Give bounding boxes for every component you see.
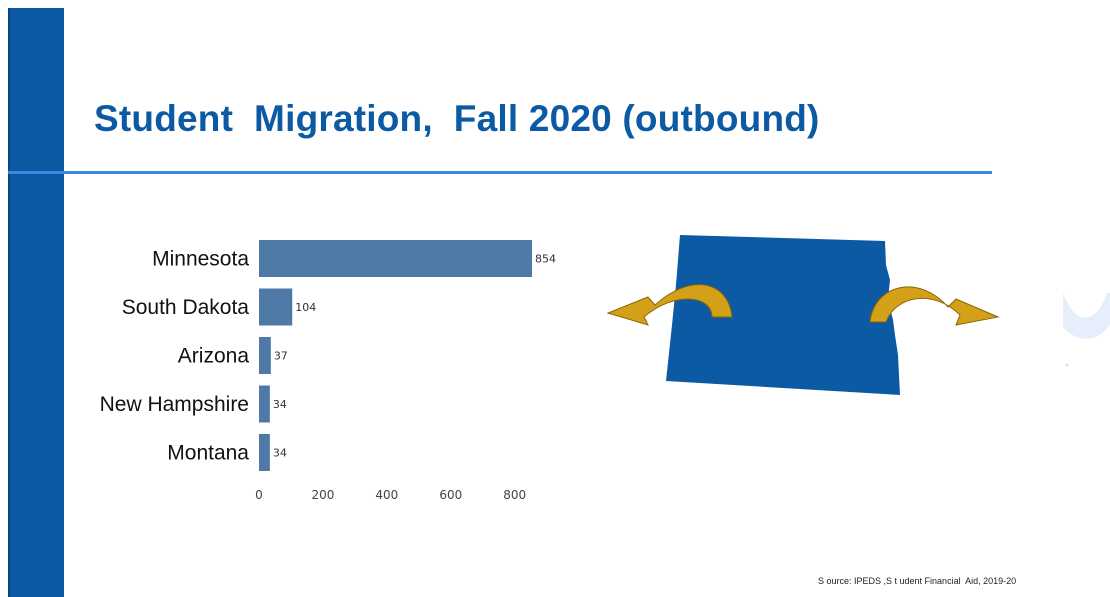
value-label: 104 — [295, 301, 316, 314]
decorative-shape — [1063, 293, 1110, 367]
category-label: Minnesota — [152, 248, 249, 271]
bar-south-dakota — [259, 288, 293, 326]
value-label: 854 — [535, 253, 556, 266]
state-shape — [666, 235, 900, 395]
category-label: South Dakota — [122, 296, 250, 319]
x-tick-label: 600 — [439, 488, 462, 502]
category-label: New Hampshire — [100, 393, 249, 416]
bar-chart: Minnesota 854 South Dakota 104 Arizona 37 New … — [100, 240, 556, 502]
value-label: 37 — [274, 350, 288, 363]
source-note: S ource: IPEDS ,S t udent Financial Aid,… — [818, 576, 1017, 586]
left-accent-bar — [8, 8, 64, 597]
slide-title: Student Migration, Fall 2020 (outbound) — [94, 98, 820, 139]
x-tick-label: 0 — [255, 488, 263, 502]
right-curved-arrow-icon — [869, 286, 1000, 326]
title-divider — [8, 171, 992, 174]
bar-arizona — [259, 337, 271, 374]
state-map — [606, 235, 1000, 395]
x-tick-label: 200 — [311, 488, 334, 502]
bar-montana — [259, 434, 270, 471]
category-label: Arizona — [178, 345, 250, 368]
left-curved-arrow-icon — [606, 284, 733, 326]
x-tick-label: 800 — [503, 488, 526, 502]
value-label: 34 — [273, 398, 287, 411]
x-tick-label: 400 — [375, 488, 398, 502]
value-label: 34 — [273, 447, 287, 460]
category-label: Montana — [167, 442, 249, 465]
bar-minnesota — [259, 240, 532, 277]
bar-new-hampshire — [259, 385, 270, 423]
